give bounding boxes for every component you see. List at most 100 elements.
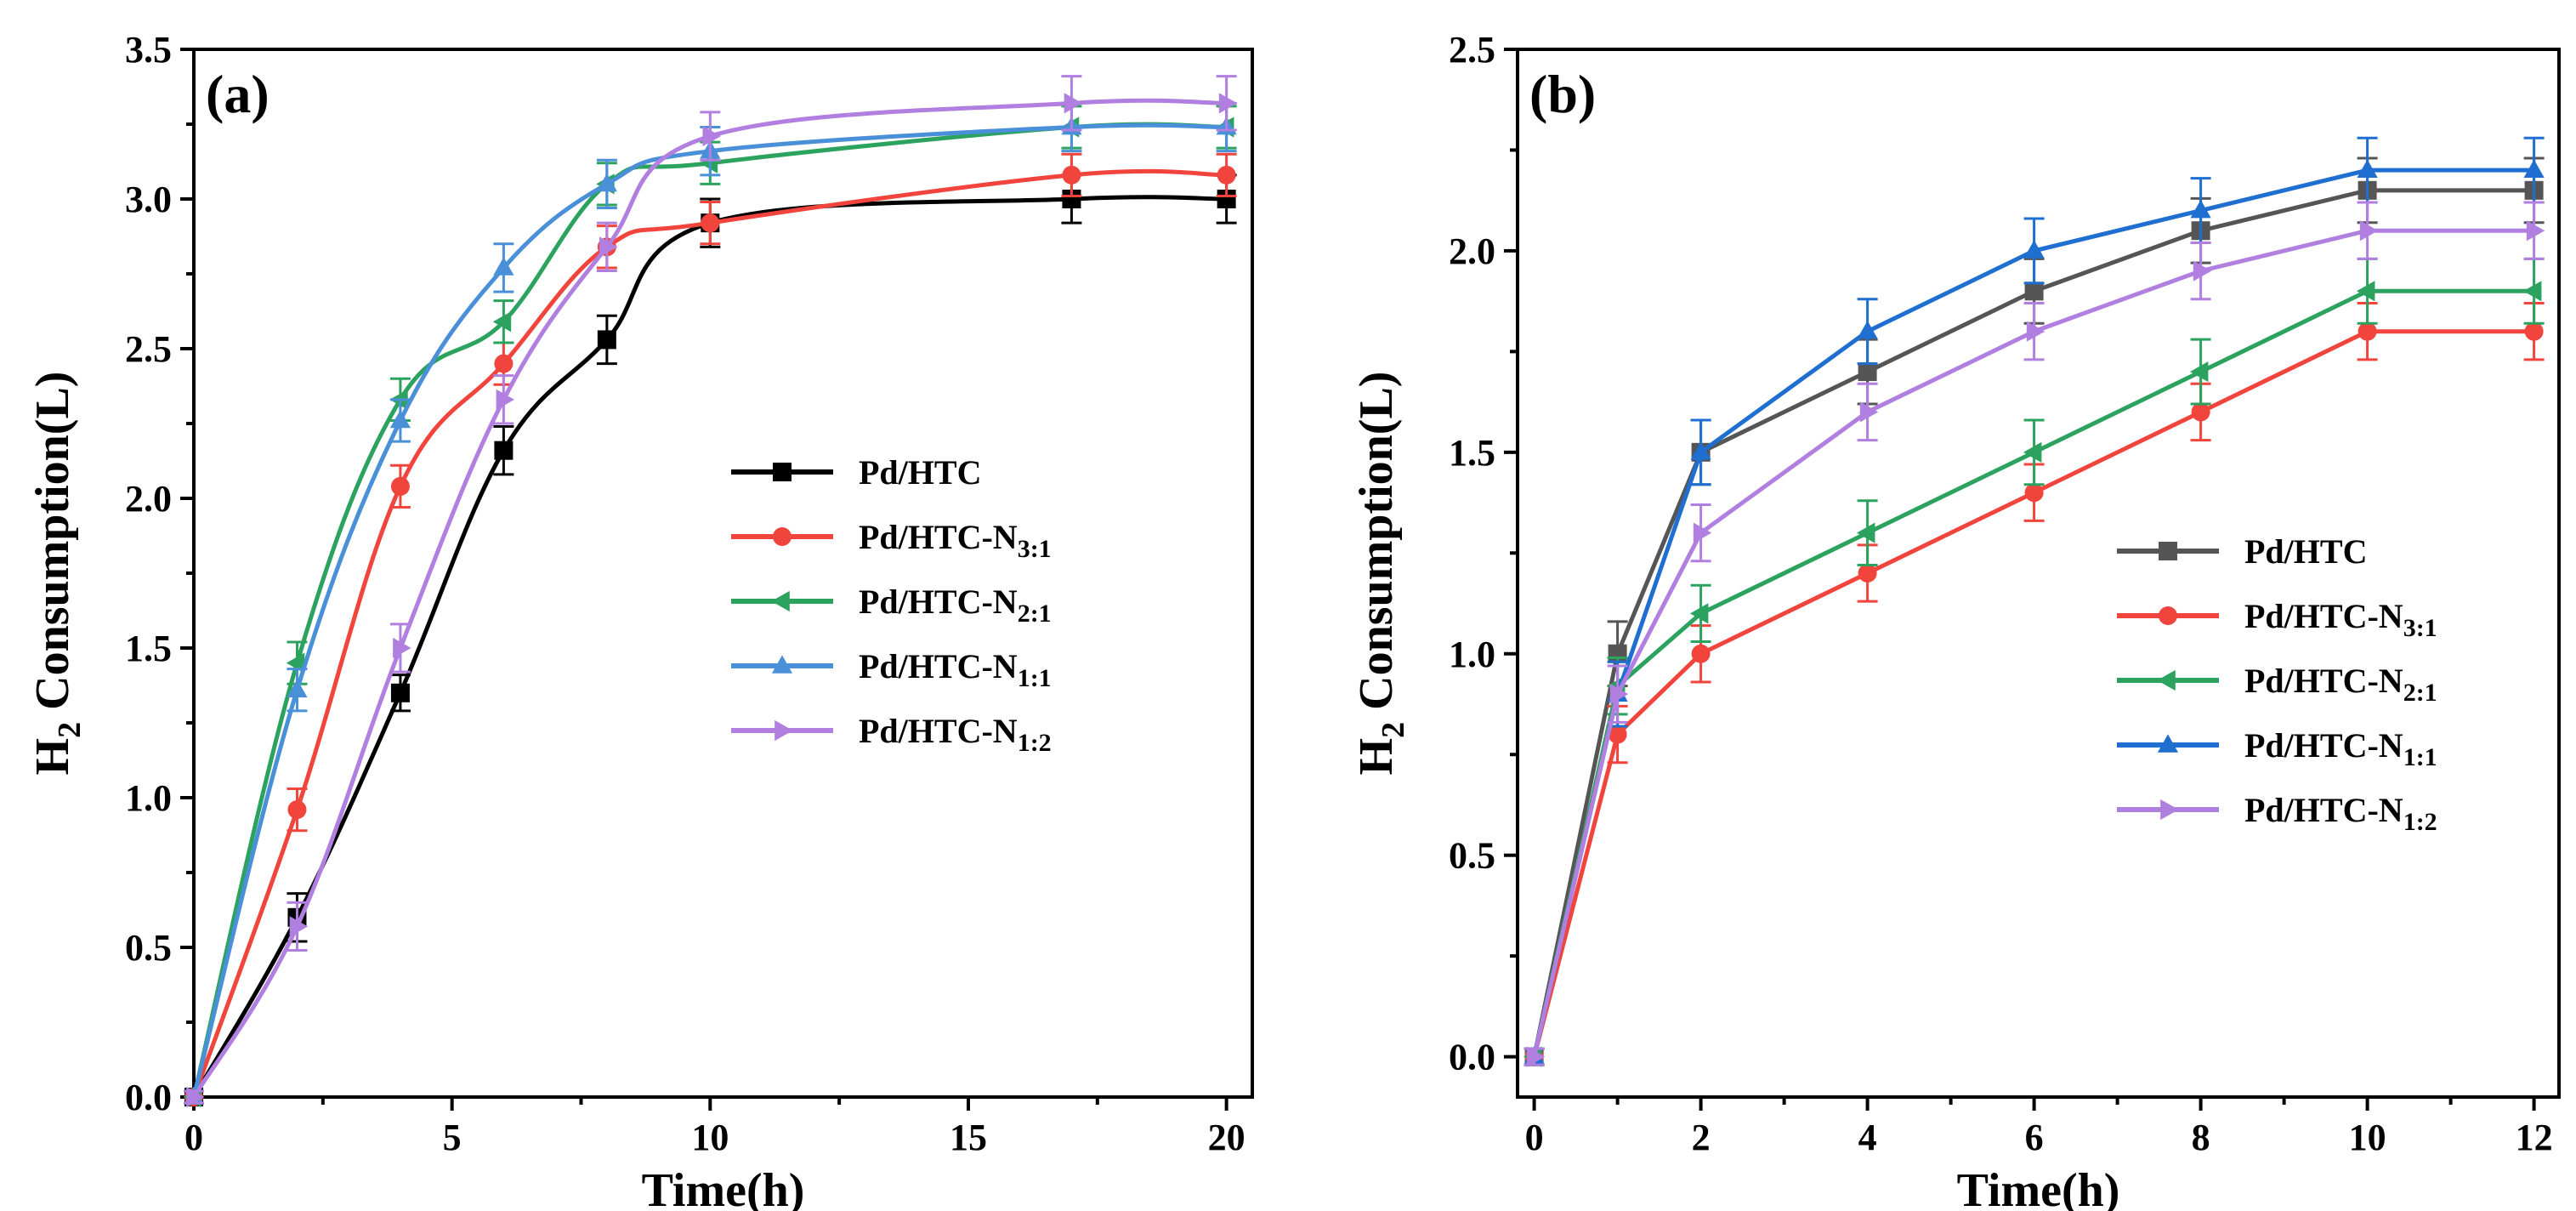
y-tick-label: 0.5 — [125, 927, 172, 969]
data-point — [389, 409, 411, 429]
data-point — [1691, 644, 1711, 663]
legend-label-main: Pd/HTC-N — [2244, 791, 2403, 829]
y-axis-title: H2 Consumption(L) — [1350, 372, 1411, 776]
panel-label: (a) — [206, 64, 270, 124]
y-tick-label: 0.0 — [1449, 1037, 1495, 1078]
x-tick-label: 8 — [2192, 1117, 2210, 1158]
data-point — [1690, 441, 1711, 460]
data-point — [2358, 321, 2377, 341]
data-point — [496, 389, 515, 410]
x-tick-label: 20 — [1208, 1117, 1245, 1158]
legend-label-main: Pd/HTC-N — [2244, 662, 2403, 700]
data-point — [2189, 361, 2209, 383]
legend-label: Pd/HTC — [859, 453, 981, 492]
legend-label-main: Pd/HTC-N — [859, 583, 1018, 621]
data-point — [1858, 564, 1877, 583]
data-point — [2523, 159, 2545, 178]
x-tick-label: 2 — [1692, 1117, 1711, 1158]
legend-label-subscript: 1:2 — [1018, 729, 1052, 757]
series-line — [1532, 228, 2534, 1058]
y-tick-label: 2.0 — [1449, 230, 1495, 272]
data-point — [2359, 220, 2379, 242]
series-line — [1532, 288, 2534, 1058]
series-line — [1532, 188, 2534, 1058]
y-axis-title-main: H — [1350, 738, 1403, 776]
panel-label: (b) — [1529, 64, 1596, 124]
legend-marker — [2159, 606, 2177, 625]
x-axis-title: Time(h) — [642, 1164, 805, 1211]
legend-marker — [2157, 734, 2179, 753]
legend-marker — [2159, 542, 2177, 560]
series-1 — [184, 173, 1237, 1106]
legend-label-main: Pd/HTC-N — [2244, 597, 2403, 635]
data-point — [1218, 93, 1238, 114]
series-5 — [184, 75, 1238, 1108]
data-point — [597, 330, 616, 350]
data-point — [1693, 522, 1712, 543]
series-line — [191, 98, 1227, 1099]
chart-panel-a: 0 5 10 15 20 0.0 0.5 1.0 1.5 2.0 2.5 3.0 3.5 Time(h) H… — [26, 29, 1254, 1211]
data-point — [493, 257, 514, 276]
x-tick-label: 10 — [691, 1117, 729, 1158]
legend-label-main: Pd/HTC-N — [859, 712, 1018, 750]
series-line — [191, 122, 1227, 1098]
legend-label-subscript: 2:1 — [1018, 600, 1052, 628]
data-point — [494, 441, 513, 460]
y-tick-label: 3.0 — [125, 179, 172, 220]
legend-label: Pd/HTC-N2:1 — [2244, 662, 2437, 707]
data-point — [2190, 199, 2211, 219]
y-axis-title-rest: Consumption(L) — [26, 372, 79, 722]
x-axis-title: Time(h) — [1957, 1164, 2120, 1211]
series-line — [191, 168, 1227, 1098]
legend-label-main: Pd/HTC — [859, 453, 981, 492]
y-tick-label: 1.0 — [1449, 634, 1495, 675]
legend: Pd/HTCPd/HTC-N3:1Pd/HTC-N2:1Pd/HTC-N1:1P… — [731, 453, 1052, 757]
data-point — [702, 125, 721, 147]
data-point — [2024, 281, 2044, 301]
data-point — [596, 173, 617, 192]
x-tick-label: 0 — [1525, 1117, 1544, 1158]
data-point — [393, 637, 411, 659]
y-tick-label: 1.5 — [1449, 432, 1495, 474]
data-point — [287, 679, 308, 698]
legend-label-subscript: 3:1 — [1018, 535, 1052, 563]
legend-marker — [771, 655, 793, 674]
series-line — [191, 122, 1227, 1098]
series-line — [1532, 329, 2534, 1058]
legend-marker — [773, 463, 792, 481]
data-point — [2191, 402, 2210, 422]
data-point — [2024, 483, 2044, 503]
data-point — [494, 354, 513, 373]
legend-label: Pd/HTC-N1:1 — [2244, 726, 2437, 771]
legend-label: Pd/HTC-N1:2 — [2244, 791, 2437, 836]
data-point — [1857, 321, 1878, 339]
legend-label: Pd/HTC — [2244, 532, 2367, 571]
legend-label-subscript: 3:1 — [2403, 614, 2437, 642]
legend-label: Pd/HTC-N3:1 — [2244, 597, 2437, 642]
legend-label-subscript: 1:1 — [2403, 743, 2437, 771]
data-point — [1064, 93, 1083, 114]
y-tick-label: 0.5 — [1449, 835, 1495, 877]
data-point — [2023, 441, 2042, 463]
legend-label: Pd/HTC-N1:2 — [859, 712, 1052, 757]
series-5 — [1523, 201, 2545, 1067]
data-point — [186, 1086, 205, 1108]
data-point — [2023, 240, 2045, 259]
data-point — [390, 476, 410, 496]
plot-frame — [192, 48, 1254, 1099]
legend-label-subscript: 2:1 — [2403, 679, 2437, 707]
x-tick-label: 10 — [2349, 1117, 2386, 1158]
data-point — [2026, 321, 2045, 342]
series-3 — [183, 105, 1237, 1108]
series-line — [1532, 168, 2534, 1058]
y-tick-label: 2.5 — [125, 328, 172, 370]
series-4 — [183, 101, 1237, 1105]
y-axis-title-subscript: 2 — [1376, 722, 1411, 738]
data-point — [1609, 684, 1629, 705]
legend-label-main: Pd/HTC-N — [859, 647, 1018, 685]
y-tick-label: 1.0 — [125, 777, 172, 819]
data-point — [2357, 159, 2378, 178]
x-tick-label: 12 — [2516, 1117, 2553, 1158]
x-tick-label: 5 — [443, 1117, 462, 1158]
